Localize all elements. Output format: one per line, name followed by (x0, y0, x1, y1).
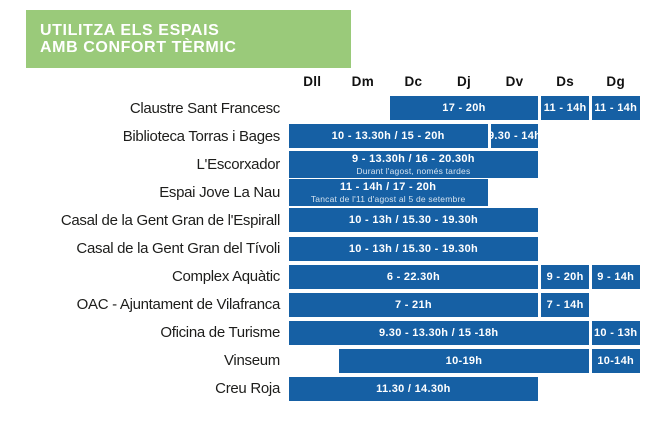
day-header-ds: Ds (556, 74, 575, 89)
hours-text: 10 - 13.30h / 15 - 20h (331, 130, 445, 143)
bars-grid: 9.30 - 13.30h / 15 -18h 10 - 13h (287, 320, 641, 345)
hours-text: 10 - 13h / 15.30 - 19.30h (348, 242, 479, 255)
hours-text: 6 - 22.30h (386, 270, 440, 283)
day-header-dj: Dj (456, 74, 472, 89)
hours-text: 7 - 14h (546, 298, 584, 311)
day-header-row: Dll Dm Dc Dj Dv Ds Dg (287, 73, 641, 91)
schedule-row: Complex Aquàtic 6 - 22.30h 9 - 20h 9 - 14h (0, 263, 663, 291)
bars-grid: 11 - 14h / 17 - 20h Tancat de l'11 d'agos… (287, 178, 641, 206)
hours-text: 11 - 14h (543, 102, 587, 115)
venue-label: OAC - Ajuntament de Vilafranca (76, 296, 281, 314)
schedule-row: Vinseum 10-19h 10-14h (0, 347, 663, 375)
hours-bar: 17 - 20h (389, 96, 539, 121)
bars-grid: 10 - 13h / 15.30 - 19.30h (287, 208, 641, 233)
hours-bar: 10 - 13h / 15.30 - 19.30h (288, 208, 539, 233)
schedule-row: OAC - Ajuntament de Vilafranca 7 - 21h 7 -… (0, 291, 663, 319)
venue-label: Espai Jove La Nau (159, 183, 280, 201)
hours-bar: 7 - 14h (541, 292, 589, 317)
hours-text: 11.30 / 14.30h (376, 382, 451, 395)
title-line-2: AMB CONFORT TÈRMIC (40, 39, 237, 56)
hours-text: 11 - 14h (594, 102, 638, 115)
schedule-row: Biblioteca Torras i Bages 10 - 13.30h / 1… (0, 122, 663, 150)
hours-bar: 10 - 13h (591, 320, 640, 345)
schedule-row: Casal de la Gent Gran de l'Espirall 10 - … (0, 206, 663, 234)
hours-text: 17 - 20h (442, 102, 486, 115)
hours-bar: 9.30 - 14h (490, 124, 539, 149)
hours-text: 9.30 - 14h (490, 130, 539, 143)
bars-grid: 9 - 13.30h / 16 - 20.30h Durant l'agost, … (287, 150, 641, 178)
hours-bar: 10 - 13h / 15.30 - 19.30h (288, 236, 539, 261)
venue-label: Complex Aquàtic (171, 268, 280, 286)
hours-text: 7 - 21h (394, 298, 432, 311)
hours-text: 9 - 13.30h / 16 - 20.30h (352, 152, 475, 165)
schedule-row: Claustre Sant Francesc 17 - 20h 11 - 14h 11… (0, 94, 663, 122)
venue-label: Vinseum (224, 352, 280, 370)
hours-bar: 9 - 20h (541, 264, 589, 289)
hours-bar: 9 - 13.30h / 16 - 20.30h Durant l'agost, … (288, 150, 539, 178)
bars-grid: 10 - 13h / 15.30 - 19.30h (287, 236, 641, 261)
venue-label: Biblioteca Torras i Bages (122, 127, 281, 145)
hours-text: 10-19h (445, 354, 483, 367)
hours-bar: 11 - 14h (591, 96, 640, 121)
venue-label: Claustre Sant Francesc (129, 99, 280, 117)
hours-bar: 11 - 14h / 17 - 20h Tancat de l'11 d'agos… (288, 178, 488, 206)
schedule-row: Espai Jove La Nau 11 - 14h / 17 - 20h Tanc… (0, 178, 663, 206)
hours-bar: 9.30 - 13.30h / 15 -18h (288, 320, 589, 345)
hours-text: 10 - 13h / 15.30 - 19.30h (348, 214, 479, 227)
schedule-row: L'Escorxador 9 - 13.30h / 16 - 20.30h Dura… (0, 150, 663, 178)
hours-bar: 11.30 / 14.30h (288, 376, 539, 401)
hours-bar: 9 - 14h (591, 264, 640, 289)
hours-bar: 7 - 21h (288, 292, 539, 317)
hours-text: 11 - 14h / 17 - 20h (340, 180, 437, 193)
hours-bar: 6 - 22.30h (288, 264, 539, 289)
hours-bar: 10-14h (591, 348, 640, 373)
hours-text: 10-14h (597, 354, 635, 367)
day-header-dc: Dc (404, 74, 423, 89)
hours-text: 9 - 20h (546, 270, 584, 283)
venue-label: L'Escorxador (196, 155, 281, 173)
bars-grid: 10 - 13.30h / 15 - 20h 9.30 - 14h (287, 124, 641, 149)
title-banner: UTILITZA ELS ESPAIS AMB CONFORT TÈRMIC (26, 10, 351, 68)
hours-bar: 11 - 14h (541, 96, 589, 121)
bars-grid: 10-19h 10-14h (287, 348, 641, 373)
hours-note: Durant l'agost, només tardes (356, 165, 471, 176)
hours-text: 9.30 - 13.30h / 15 -18h (379, 326, 499, 339)
schedule-row: Oficina de Turisme 9.30 - 13.30h / 15 -18… (0, 319, 663, 347)
day-header-dg: Dg (606, 74, 626, 89)
day-header-dv: Dv (505, 74, 524, 89)
bars-grid: 7 - 21h 7 - 14h (287, 292, 641, 317)
day-header-dll: Dll (303, 74, 322, 89)
hours-bar: 10-19h (339, 348, 589, 373)
venue-label: Casal de la Gent Gran de l'Espirall (60, 211, 280, 229)
schedule-rows: Claustre Sant Francesc 17 - 20h 11 - 14h 11… (0, 94, 663, 403)
title-line-1: UTILITZA ELS ESPAIS (40, 21, 220, 39)
schedule-row: Creu Roja 11.30 / 14.30h (0, 375, 663, 403)
venue-label: Oficina de Turisme (160, 324, 280, 342)
bars-grid: 11.30 / 14.30h (287, 376, 641, 401)
schedule-row: Casal de la Gent Gran del Tívoli 10 - 13h… (0, 234, 663, 262)
bars-grid: 6 - 22.30h 9 - 20h 9 - 14h (287, 264, 641, 289)
hours-note: Tancat de l'11 d'agost al 5 de setembre (310, 193, 466, 204)
venue-label: Creu Roja (215, 380, 280, 398)
hours-text: 9 - 14h (597, 270, 635, 283)
hours-bar: 10 - 13.30h / 15 - 20h (288, 124, 488, 149)
venue-label: Casal de la Gent Gran del Tívoli (76, 240, 280, 258)
bars-grid: 17 - 20h 11 - 14h 11 - 14h (287, 96, 641, 121)
hours-text: 10 - 13h (594, 326, 638, 339)
day-header-dm: Dm (351, 74, 375, 89)
